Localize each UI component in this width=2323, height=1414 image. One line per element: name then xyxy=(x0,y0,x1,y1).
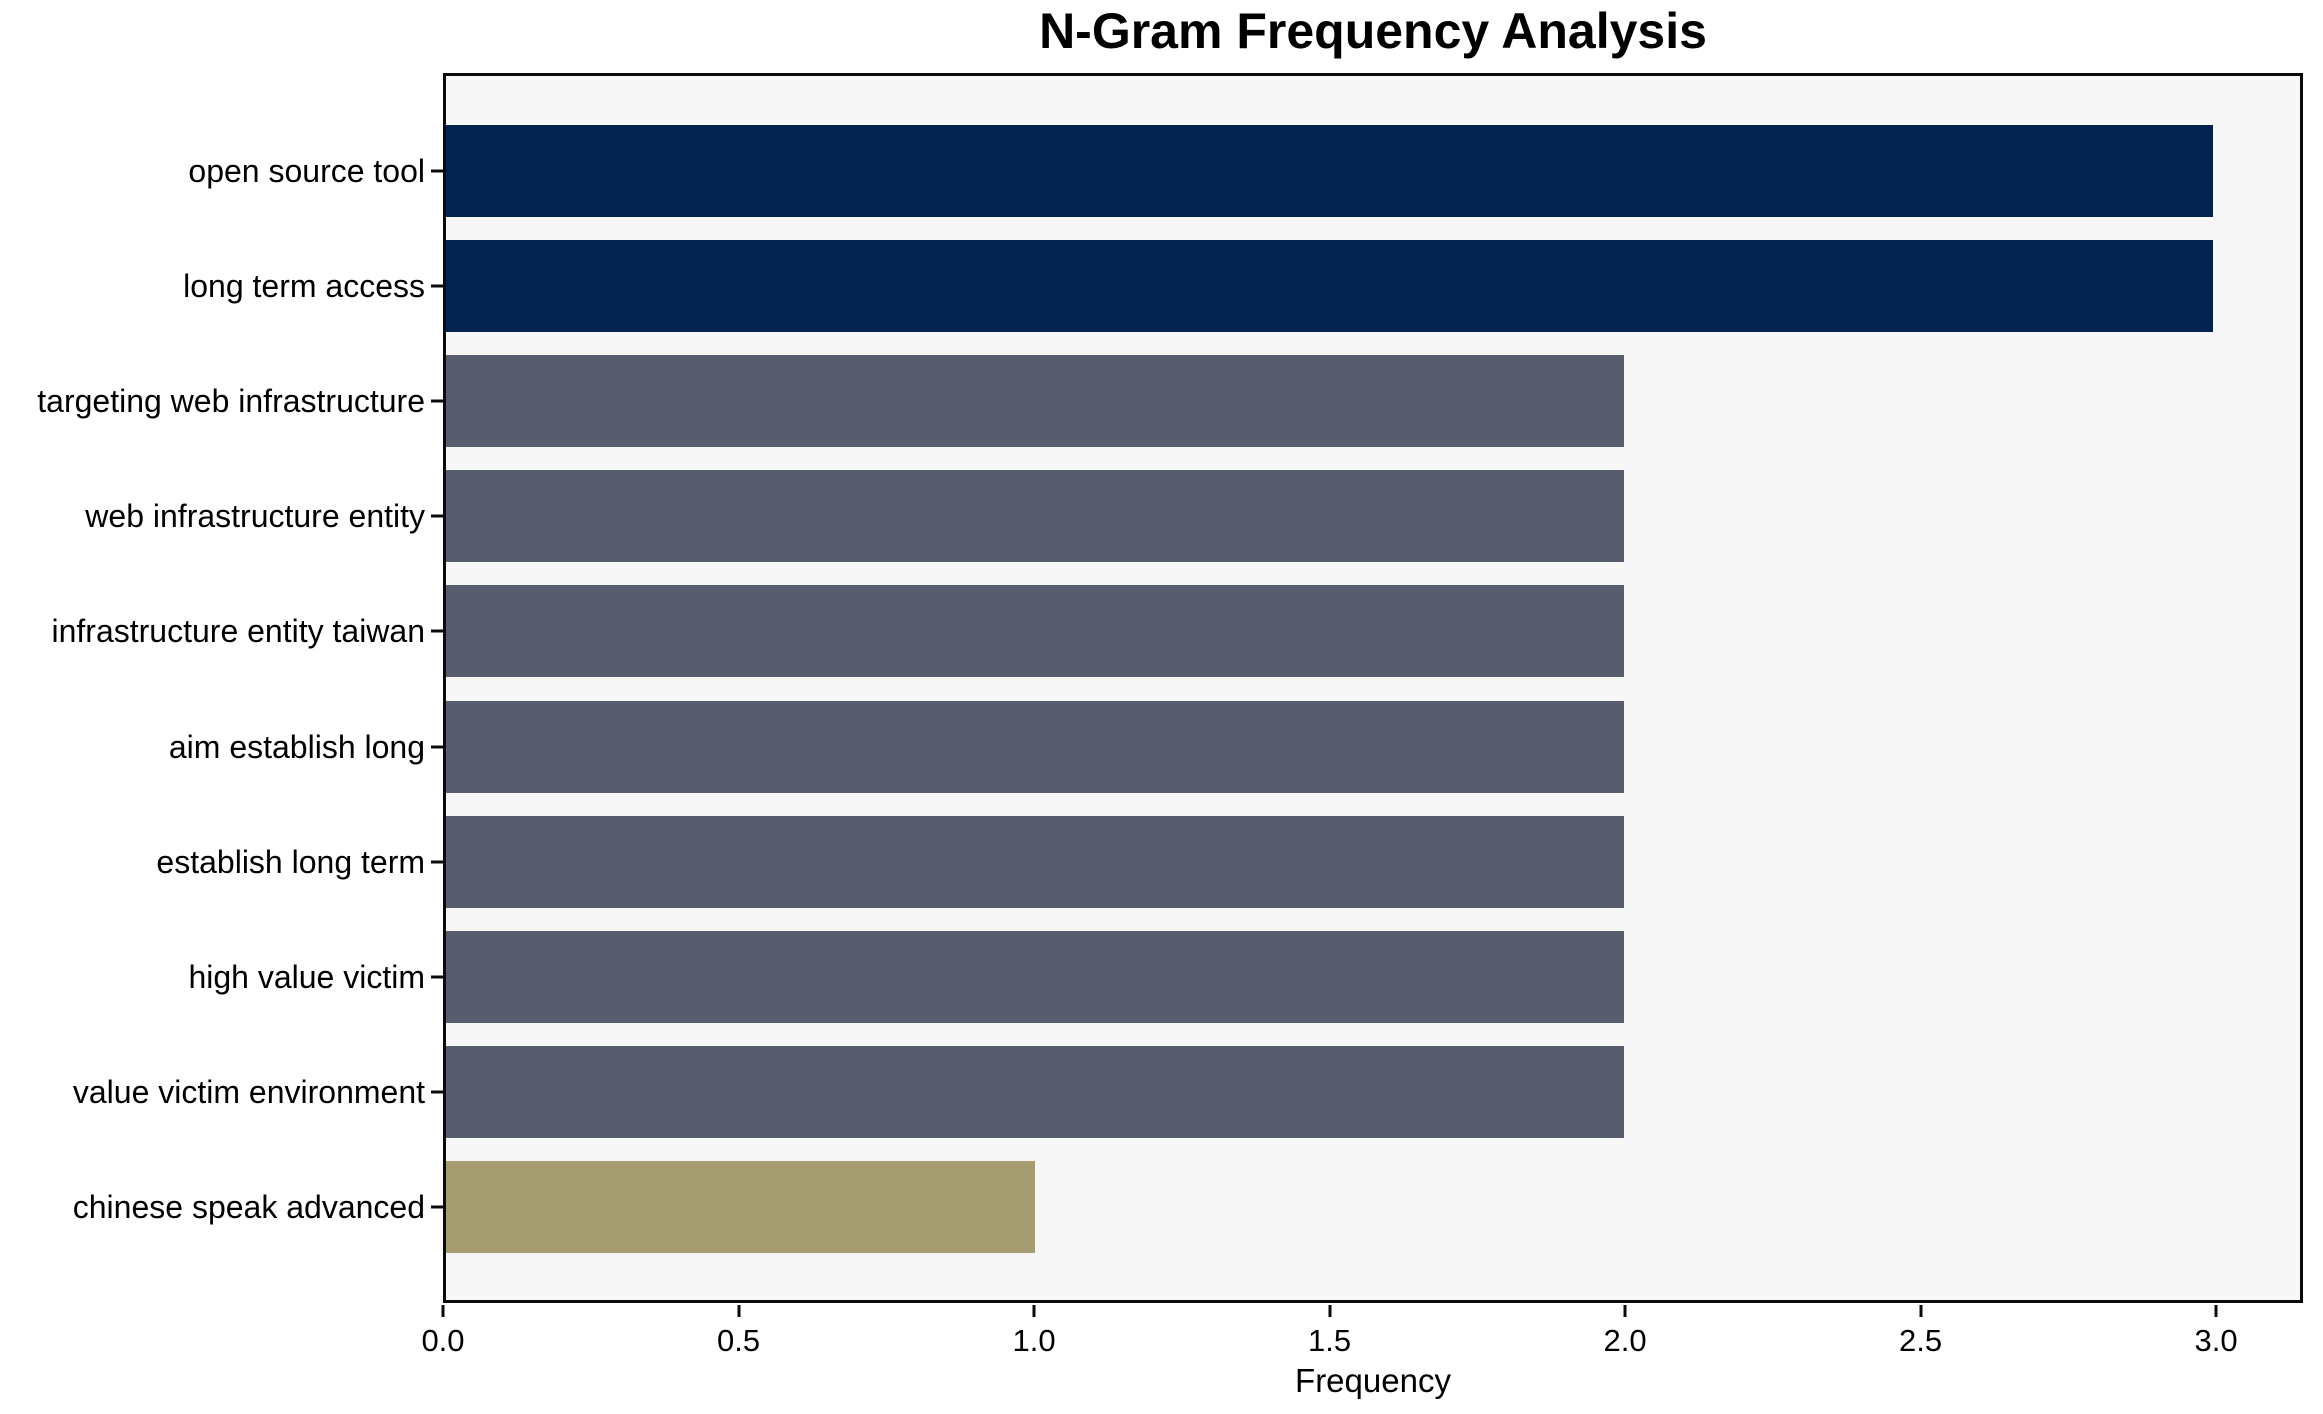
frequency-bar xyxy=(446,815,1625,908)
x-tick-label: 1.5 xyxy=(1307,1323,1352,1358)
x-tick-label: 1.0 xyxy=(1012,1323,1056,1358)
y-tick-label: infrastructure entity taiwan xyxy=(51,613,426,650)
x-tick-label: 0.0 xyxy=(421,1323,465,1358)
frequency-bar xyxy=(446,700,1625,793)
x-tick-mark xyxy=(737,1305,741,1317)
y-tick-mark xyxy=(431,1205,443,1209)
bar-row: open source tool xyxy=(188,125,2300,217)
y-tick-mark xyxy=(431,1090,443,1094)
y-tick-label: value victim environment xyxy=(72,1073,425,1110)
frequency-bar xyxy=(446,1045,1625,1138)
frequency-bar xyxy=(446,585,1625,678)
y-tick-mark xyxy=(431,629,443,633)
frequency-bar xyxy=(446,930,1625,1023)
x-tick-mark xyxy=(441,1305,445,1317)
y-tick-label: targeting web infrastructure xyxy=(37,383,425,420)
y-tick-label: open source tool xyxy=(188,153,425,189)
frequency-bar xyxy=(446,355,1625,448)
bar-row: high value victim xyxy=(188,930,2300,1023)
x-tick-label: 2.0 xyxy=(1603,1323,1647,1358)
x-tick-mark xyxy=(1328,1305,1332,1317)
y-tick-mark xyxy=(431,514,443,518)
bar-row: web infrastructure entity xyxy=(85,470,2300,563)
x-tick-mark xyxy=(1623,1305,1627,1317)
y-tick-mark xyxy=(431,860,443,864)
bar-row: aim establish long xyxy=(169,700,2300,793)
x-tick-label: 3.0 xyxy=(2194,1323,2238,1358)
y-tick-label: chinese speak advanced xyxy=(72,1188,425,1225)
x-tick-mark xyxy=(2214,1305,2218,1317)
frequency-bar xyxy=(446,125,2214,217)
plot-area: open source tool long term access target… xyxy=(37,73,2303,1303)
y-tick-mark xyxy=(431,975,443,979)
x-tick-mark xyxy=(1919,1305,1923,1317)
x-axis-title: Frequency xyxy=(1295,1362,1451,1399)
y-tick-label: long term access xyxy=(183,268,425,305)
bar-row: long term access xyxy=(183,240,2300,333)
x-tick-label: 0.5 xyxy=(716,1323,761,1358)
frequency-bar xyxy=(446,240,2214,333)
x-tick-mark xyxy=(1032,1305,1036,1317)
y-tick-label: establish long term xyxy=(156,843,425,880)
frequency-bar xyxy=(446,1160,1036,1253)
bar-row: infrastructure entity taiwan xyxy=(52,585,2300,678)
y-tick-label: web infrastructure entity xyxy=(85,498,425,535)
x-tick-label: 2.5 xyxy=(1899,1323,1943,1358)
y-tick-mark xyxy=(431,169,443,173)
bar-row: targeting web infrastructure xyxy=(37,355,2300,448)
bar-row: establish long term xyxy=(156,815,2300,908)
y-tick-mark xyxy=(431,745,443,749)
bar-rows: open source tool long term access target… xyxy=(37,125,2300,1253)
y-tick-label: aim establish long xyxy=(168,728,425,765)
y-tick-mark xyxy=(431,284,443,288)
y-tick-label: high value victim xyxy=(188,958,425,995)
chart-title: N-Gram Frequency Analysis xyxy=(1039,3,1707,59)
bar-row: chinese speak advanced xyxy=(73,1160,2300,1253)
y-tick-mark xyxy=(431,399,443,403)
frequency-bar xyxy=(446,470,1625,563)
bar-row: value victim environment xyxy=(73,1045,2300,1138)
